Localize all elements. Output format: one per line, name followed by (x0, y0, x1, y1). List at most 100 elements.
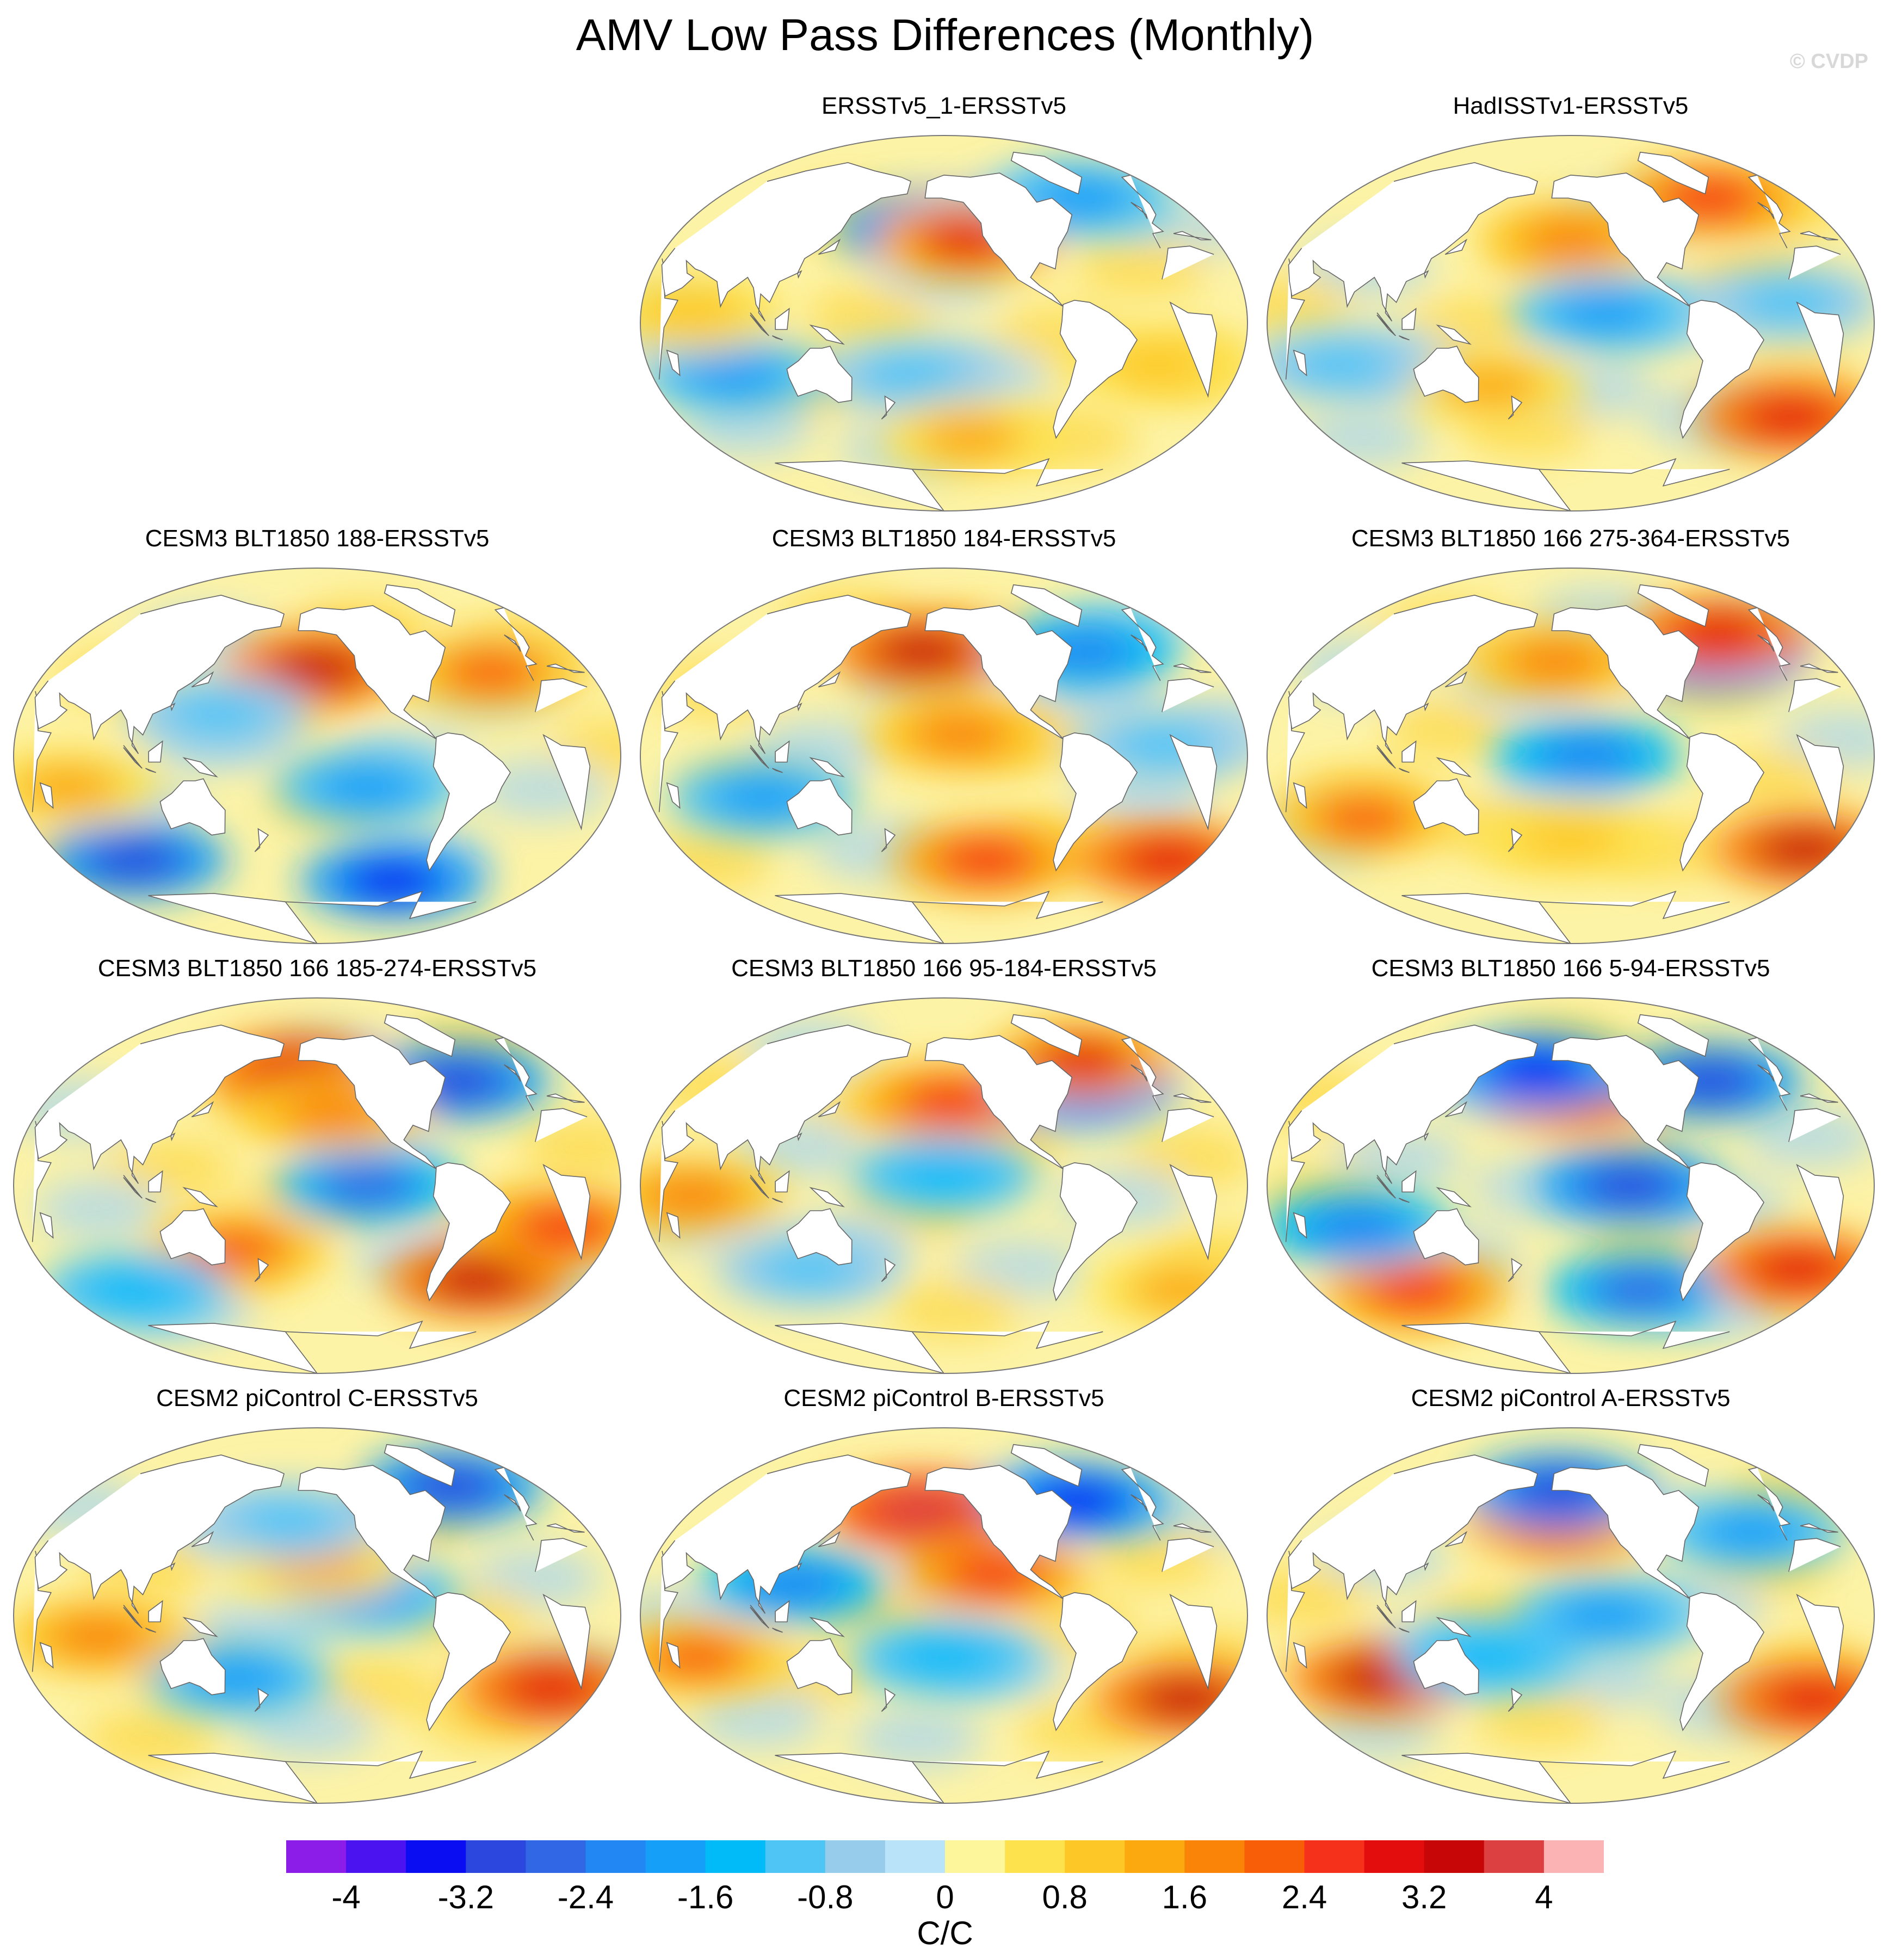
colorbar-swatch (1364, 1840, 1425, 1873)
map-outline (13, 1427, 621, 1804)
colorbar-swatch (1005, 1840, 1065, 1873)
map (1267, 1427, 1875, 1804)
land-mask (1413, 1208, 1479, 1266)
map-panel: CESM3 BLT1850 166 95-184-ERSSTv5 (637, 955, 1251, 1385)
anomaly-core (934, 838, 1038, 882)
land-mask (298, 1035, 446, 1169)
land-mask (159, 1208, 226, 1266)
anomaly-core (1752, 828, 1856, 872)
anomaly-core (1578, 1164, 1682, 1207)
anomaly-core (47, 1614, 151, 1659)
land-mask (148, 1320, 477, 1373)
background-band (244, 1698, 375, 1758)
page-title: AMV Low Pass Differences (Monthly) (576, 10, 1314, 60)
anomaly-core (919, 416, 1023, 460)
map-panel: CESM3 BLT1850 184-ERSSTv5 (637, 525, 1251, 955)
anomaly-core (892, 1635, 996, 1679)
anomaly-core (426, 1258, 530, 1302)
land-mask (775, 740, 790, 763)
map-outline (1267, 997, 1875, 1374)
land-mask (254, 1258, 269, 1282)
background-band (693, 1687, 824, 1748)
map-outline (1267, 135, 1875, 511)
land-mask (1399, 335, 1410, 341)
land-mask (1401, 890, 1730, 944)
land-mask (1444, 671, 1468, 688)
land-mask (1508, 1258, 1523, 1282)
panel-title: CESM3 BLT1850 184-ERSSTv5 (771, 525, 1116, 552)
land-mask (924, 172, 1073, 307)
land-mask (666, 1642, 681, 1669)
map-panel: ERSSTv5_1-ERSSTv5 (637, 93, 1251, 522)
land-mask (772, 768, 783, 773)
land-mask (1436, 757, 1472, 778)
map-outline (1267, 1427, 1875, 1804)
land-mask (1444, 1531, 1468, 1548)
land-mask (750, 315, 769, 336)
land-mask (1551, 172, 1700, 307)
anomaly-core (265, 646, 369, 690)
anomaly-core (1134, 1677, 1238, 1721)
land-mask (1010, 1014, 1083, 1057)
land-mask (1401, 458, 1730, 511)
anomaly-core (316, 1164, 419, 1207)
anomaly-core (1305, 1205, 1409, 1249)
land-mask (818, 671, 841, 688)
anomaly-core (512, 1205, 616, 1249)
land-mask (1637, 1444, 1709, 1487)
anomaly-core (860, 353, 963, 397)
land-mask (504, 1494, 521, 1512)
land-mask (1444, 238, 1468, 255)
land-mask (1551, 1465, 1700, 1599)
land-mask (1376, 1607, 1396, 1629)
land-mask (1508, 395, 1523, 420)
land-mask (809, 757, 845, 778)
panel-title: CESM2 piControl B-ERSSTv5 (783, 1385, 1104, 1412)
anomaly-core (1552, 291, 1656, 335)
land-mask (34, 1454, 585, 1614)
map-panel: CESM2 piControl B-ERSSTv5 (637, 1385, 1251, 1815)
land-mask (1401, 1170, 1417, 1193)
land-mask (384, 1014, 456, 1057)
land-mask (384, 584, 456, 627)
colorbar-tick-label: -3.2 (437, 1879, 494, 1915)
anomaly-core (640, 291, 743, 335)
land-mask (170, 1132, 176, 1142)
land-mask (1053, 299, 1138, 439)
land-mask (1401, 307, 1417, 330)
land-mask (34, 594, 585, 754)
land-mask (182, 757, 219, 778)
colorbar-tick-label: 1.6 (1162, 1879, 1208, 1915)
colorbar-tick-label: 4 (1535, 1879, 1553, 1915)
land-mask (1010, 151, 1083, 195)
land-mask (384, 1444, 456, 1487)
land-mask (772, 335, 783, 341)
land-mask (1424, 270, 1429, 279)
land-mask (1293, 1212, 1307, 1239)
land-mask (1131, 1494, 1148, 1512)
colorbar-swatch (765, 1840, 826, 1873)
colorbar-swatch (1424, 1840, 1485, 1873)
ocean-field (1267, 998, 1874, 1373)
colorbar-swatch (885, 1840, 946, 1873)
anomaly-core (1105, 343, 1209, 387)
land-mask (1288, 1024, 1838, 1184)
land-mask (786, 346, 853, 403)
map (640, 997, 1248, 1374)
map-outline (13, 997, 621, 1374)
land-mask (750, 1607, 769, 1629)
anomaly-core (1504, 640, 1608, 684)
panel-title: CESM3 BLT1850 166 185-274-ERSSTv5 (97, 955, 537, 982)
land-mask (1131, 202, 1148, 219)
land-mask (1444, 1101, 1468, 1118)
land-mask (1053, 1162, 1138, 1302)
land-mask (1376, 747, 1396, 769)
land-mask (809, 1187, 845, 1207)
land-mask (170, 702, 176, 712)
map (1267, 135, 1875, 511)
land-mask (924, 1035, 1073, 1169)
background-band (1475, 1687, 1607, 1748)
land-mask (750, 747, 769, 769)
land-mask (786, 1638, 853, 1696)
land-mask (1288, 594, 1838, 754)
